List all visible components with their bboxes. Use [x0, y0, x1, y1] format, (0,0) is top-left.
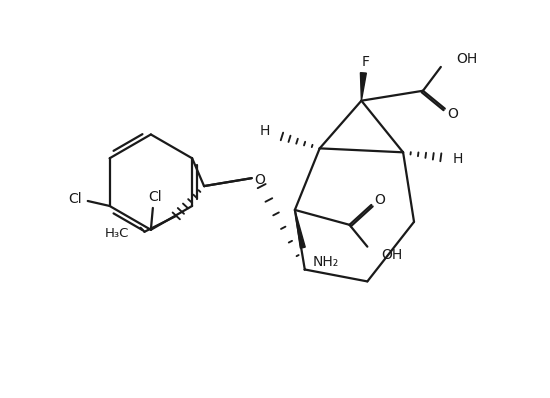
- Text: NH₂: NH₂: [313, 255, 339, 269]
- Text: F: F: [361, 55, 370, 69]
- Text: O: O: [254, 173, 265, 187]
- Polygon shape: [360, 73, 366, 101]
- Polygon shape: [295, 210, 305, 248]
- Text: O: O: [374, 193, 384, 207]
- Text: H: H: [260, 125, 270, 139]
- Text: O: O: [447, 107, 458, 121]
- Text: Cl: Cl: [148, 190, 162, 204]
- Text: OH: OH: [456, 52, 478, 66]
- Text: OH: OH: [381, 248, 403, 261]
- Text: H₃C: H₃C: [104, 227, 129, 240]
- Text: H: H: [453, 152, 463, 166]
- Text: Cl: Cl: [68, 192, 81, 206]
